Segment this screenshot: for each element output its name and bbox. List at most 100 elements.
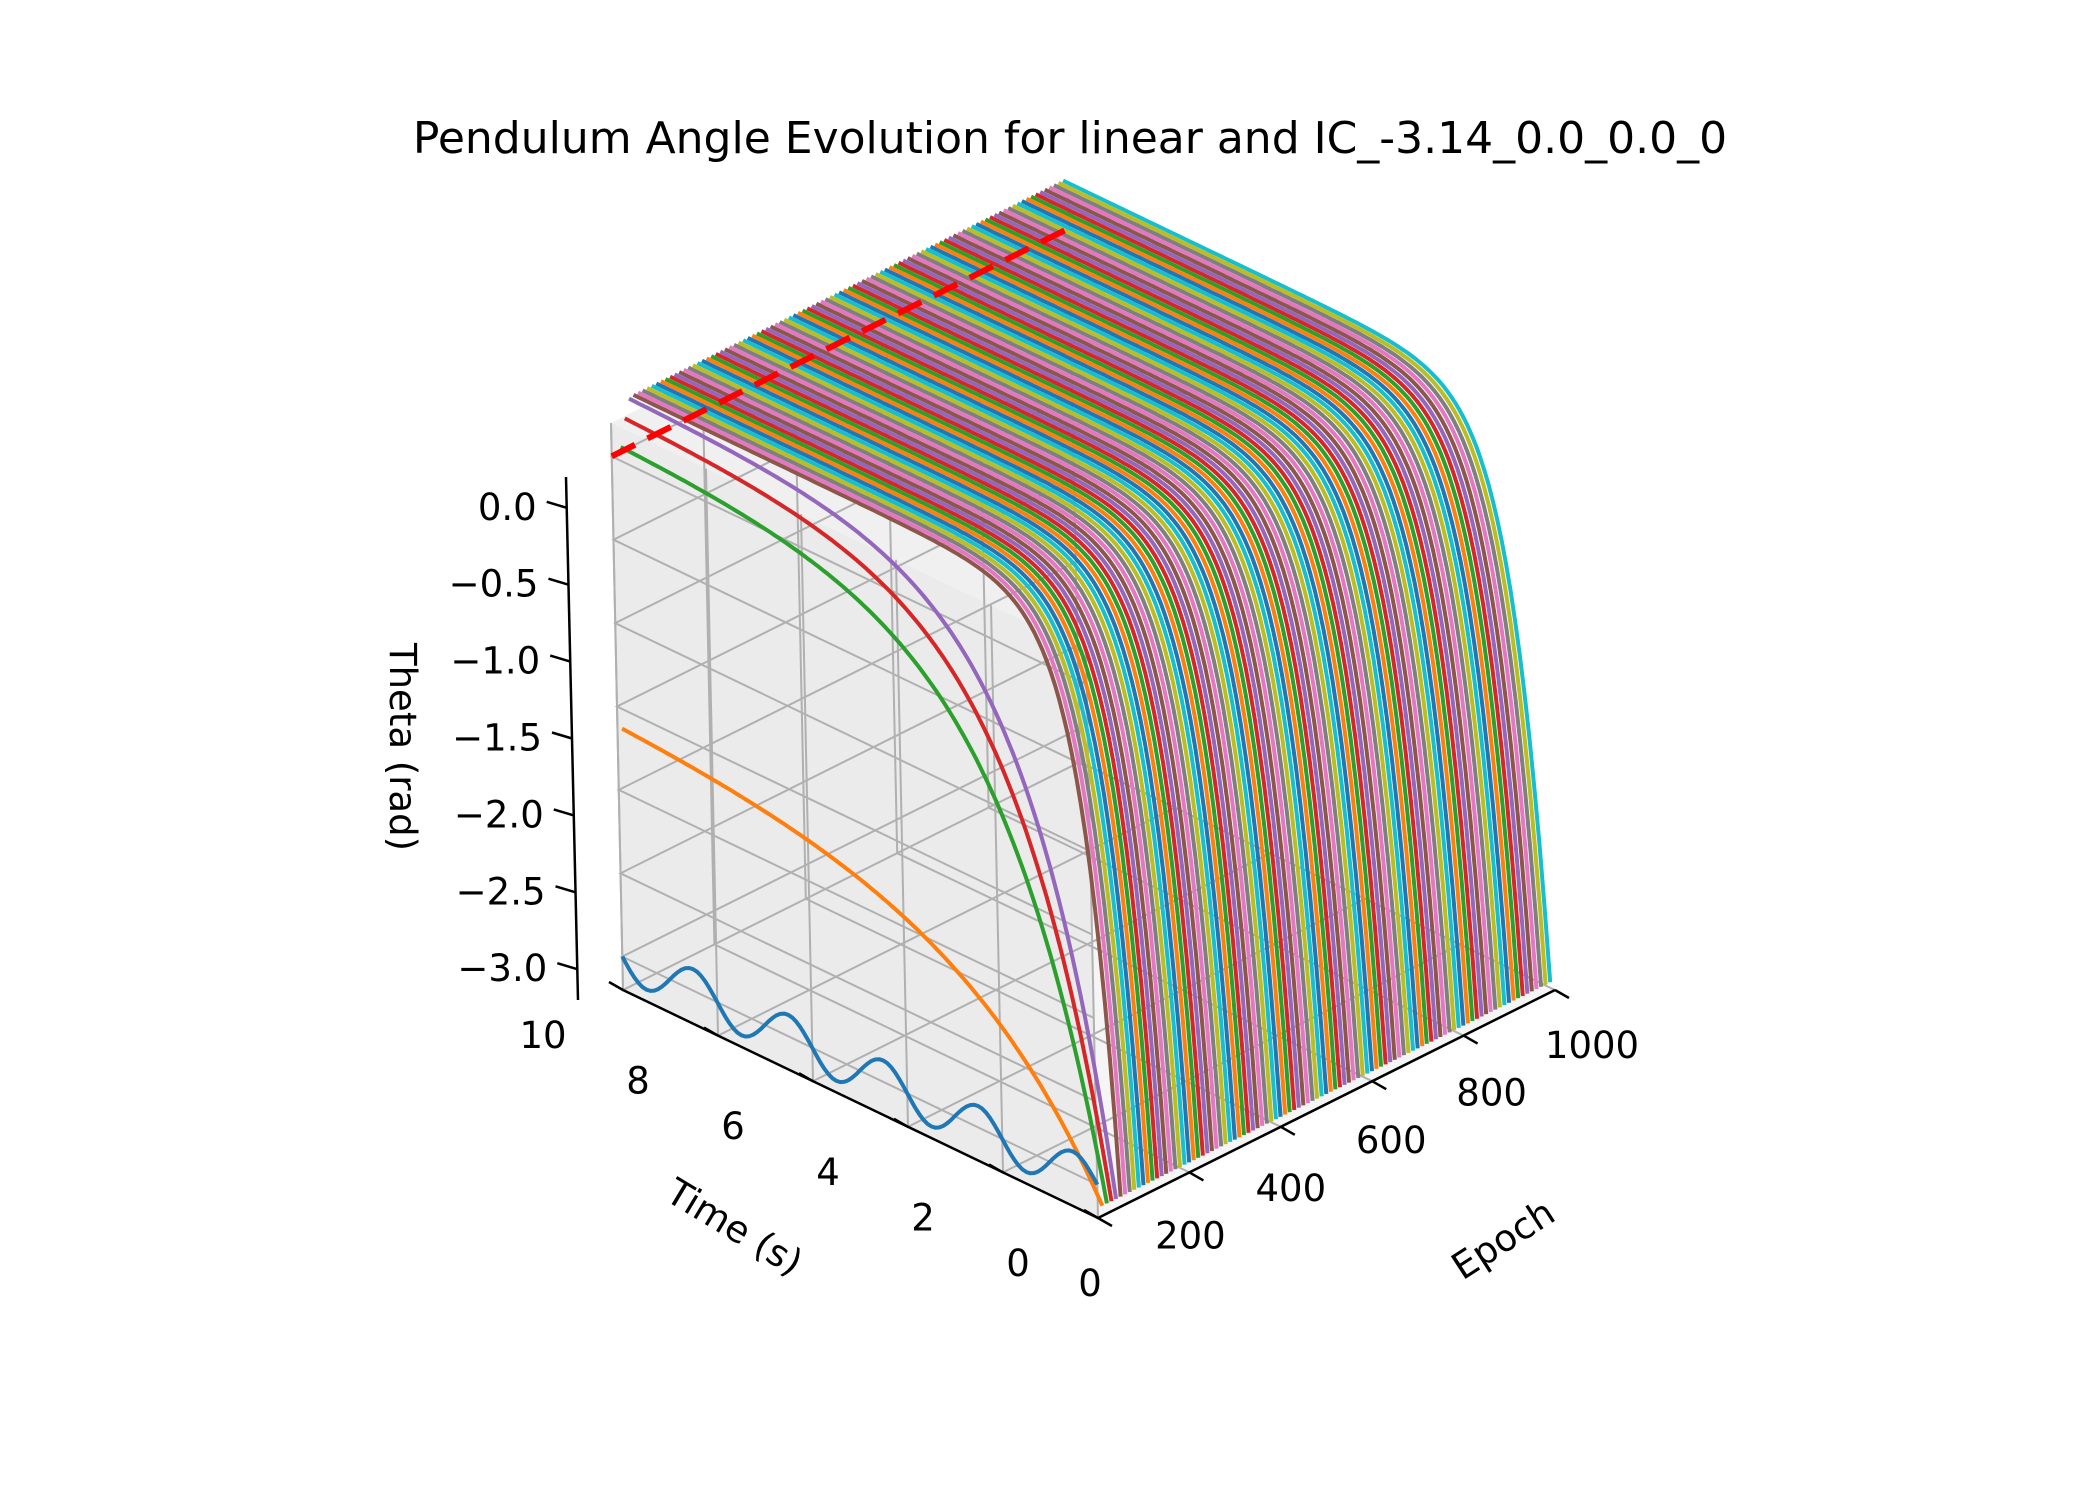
series-line-epoch-640 [902,258,1393,1063]
series-line-epoch-370 [778,320,1269,1124]
epoch-tick-label: 1000 [1545,1024,1639,1067]
series-line-epoch-760 [957,231,1448,1035]
theta-tick-label: −2.0 [454,793,544,836]
series-line-epoch-380 [783,317,1274,1122]
series-line-epoch-80 [646,386,1137,1190]
theta-tick-mark [546,500,568,509]
time-tick-label: 8 [626,1060,650,1103]
series-line-epoch-610 [888,265,1379,1070]
epoch-tick-mark [1462,1034,1479,1045]
series-line-epoch-40 [628,396,1119,1200]
epoch-tick-mark [1188,1171,1205,1182]
series-line-epoch-990 [1062,178,1553,983]
series-line-epoch-170 [687,365,1178,1170]
series-line-epoch-730 [943,238,1434,1042]
series-line-epoch-510 [842,288,1333,1092]
series-line-epoch-810 [979,219,1470,1024]
series-line-epoch-710 [934,242,1425,1047]
series-line-epoch-470 [824,297,1315,1101]
chart-title: Pendulum Angle Evolution for linear and … [413,113,1727,164]
theta-grid-line [614,477,1093,936]
series-line-epoch-200 [701,358,1192,1163]
series-line-epoch-580 [874,272,1365,1076]
series-line-epoch-440 [810,304,1301,1108]
series-line-epoch-320 [756,331,1246,1136]
epoch-tick-mark [1554,988,1570,1000]
time-axis-line [622,988,1099,1220]
series-line-epoch-570 [870,274,1361,1079]
time-tick-mark [893,1117,909,1128]
series-line-epoch-390 [788,315,1278,1120]
series-line-epoch-410 [797,310,1288,1115]
series-line-epoch-750 [952,233,1443,1038]
series-line-epoch-900 [1021,199,1512,1003]
epoch-tick-mark [1097,1216,1113,1228]
time-tick-mark [608,980,624,992]
theta-tick-mark [556,962,578,971]
series-line-epoch-300 [746,336,1237,1140]
y-axis-label: Time (s) [658,1170,810,1285]
time-tick-mark [988,1163,1004,1174]
series-line-epoch-860 [1002,208,1493,1013]
series-line-epoch-650 [906,256,1397,1060]
theta-tick-mark [549,654,571,663]
theta-tick-label: −3.0 [457,947,547,990]
series-line-epoch-600 [883,267,1374,1072]
theta-tick-mark [548,577,569,586]
theta-tick-label: −1.5 [452,717,542,760]
series-line-epoch-970 [1053,183,1544,987]
series-line-epoch-250 [724,347,1214,1152]
series-line-epoch-70 [641,388,1132,1193]
series-line-epoch-290 [742,338,1233,1143]
theta-grid-line [616,561,1095,1019]
theta-tick-label: −1.0 [450,640,540,683]
series-line-epoch-870 [1007,206,1498,1010]
series-line-epoch-340 [765,326,1256,1131]
series-line-epoch-940 [1039,190,1530,994]
series-line-epoch-350 [769,324,1260,1129]
series-line-epoch-480 [829,295,1320,1099]
series-line-epoch-100 [655,381,1146,1186]
series-line-epoch-60 [637,390,1128,1195]
series-line-epoch-830 [989,215,1480,1019]
epoch-tick-label: 600 [1356,1119,1427,1162]
series-line-epoch-560 [865,276,1356,1081]
series-line-epoch-210 [705,356,1196,1161]
series-line-epoch-980 [1057,181,1548,985]
series-line-epoch-680 [920,249,1411,1054]
theta-tick-label: −0.5 [449,563,539,606]
series-line-epoch-550 [861,279,1352,1083]
series-line-epoch-780 [966,226,1457,1031]
series-line-epoch-700 [929,244,1420,1049]
series-line-epoch-90 [650,384,1141,1188]
theta-tick-mark [555,885,576,894]
series-line-epoch-120 [664,377,1155,1181]
time-tick-label: 0 [1006,1242,1030,1285]
series-line-epoch-220 [710,354,1201,1158]
series-line-epoch-140 [673,372,1164,1177]
series-line-epoch-0 [620,955,1100,1186]
series-line-epoch-420 [801,308,1292,1113]
series-line-epoch-800 [975,222,1466,1026]
series-line-epoch-770 [961,228,1452,1033]
series-line-epoch-840 [993,212,1484,1017]
series-line-epoch-920 [1030,194,1521,999]
data-series [610,178,1553,1207]
x-axis-label: Epoch [1444,1191,1562,1289]
series-line-epoch-330 [760,329,1251,1133]
series-line-epoch-520 [847,286,1338,1090]
series-line-epoch-160 [682,368,1173,1172]
theta-tick-mark [553,808,575,817]
series-line-epoch-130 [669,374,1160,1179]
series-line-epoch-670 [915,251,1406,1056]
series-line-epoch-230 [714,352,1205,1156]
series-line-epoch-620 [893,263,1384,1067]
tick-labels: 0 200 400 600 800 1000 0 2 4 6 8 10 0.0 −0.5 −1.0 −1.5 −… [449,486,1639,1305]
z-axis-label: Theta (rad) [381,642,424,851]
theta-tick-mark [551,731,573,740]
series-line-epoch-960 [1048,185,1539,990]
theta-tick-label: −2.5 [456,870,546,913]
series-line-epoch-310 [751,333,1242,1138]
series-line-epoch-400 [792,313,1283,1117]
